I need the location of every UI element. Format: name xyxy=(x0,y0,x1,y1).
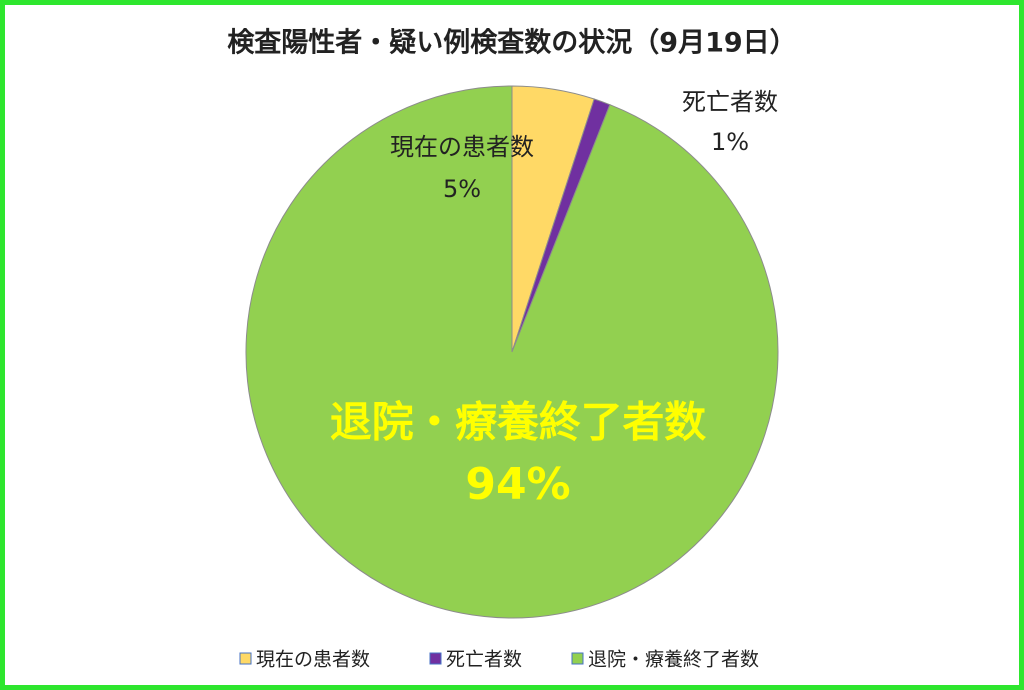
value-label: 5% xyxy=(443,175,481,203)
slice-label: 死亡者数 xyxy=(682,88,778,116)
slice-label: 現在の患者数 xyxy=(390,133,534,161)
legend-label: 退院・療養終了者数 xyxy=(588,649,759,671)
legend-swatch xyxy=(239,652,252,665)
legend-swatch xyxy=(429,652,442,665)
legend-label: 死亡者数 xyxy=(446,649,522,671)
legend-label: 現在の患者数 xyxy=(256,649,370,671)
slice-label: 退院・療養終了者数 xyxy=(330,398,706,447)
pie-slice xyxy=(245,85,779,619)
chart-title: 検査陽性者・疑い例検査数の状況（9月19日） xyxy=(227,28,796,59)
value-label: 94% xyxy=(465,459,570,510)
value-label: 1% xyxy=(711,128,749,156)
legend-swatch xyxy=(571,652,584,665)
